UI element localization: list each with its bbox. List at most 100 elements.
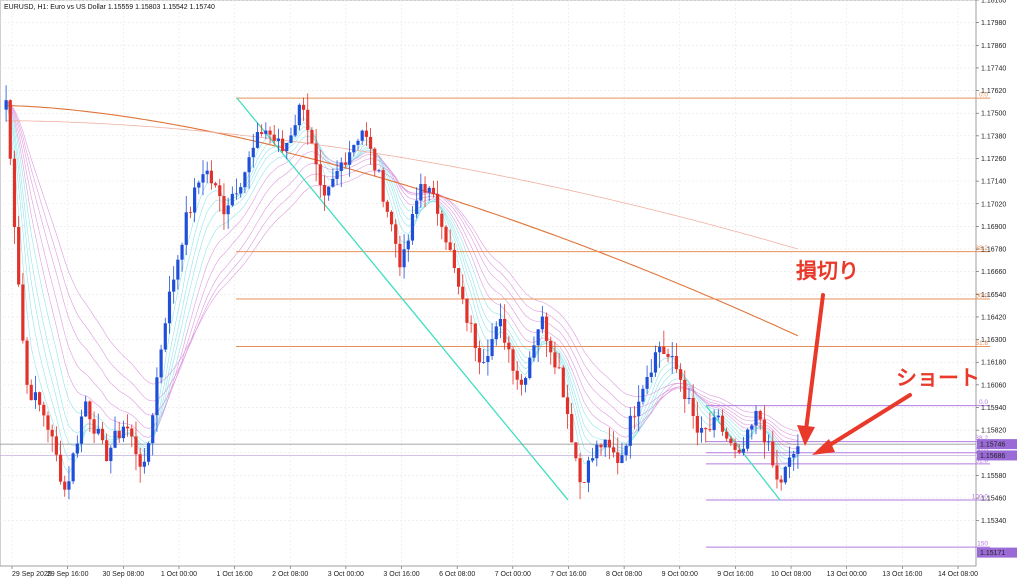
candle-body [301,104,306,110]
x-tick-label: 6 Oct 08:00 [439,571,475,578]
candle-body [163,323,167,350]
candle-body [297,104,301,126]
candle-body [352,144,356,153]
candle-body [586,460,591,483]
candle-body [591,458,595,461]
candle-body [188,212,193,214]
y-tick-label: 1.16060 [981,382,1006,389]
candle-body [285,142,289,152]
candle-body [637,401,641,417]
candle-body [268,130,272,135]
candle-body [389,211,394,225]
candle-body [172,279,176,292]
candle-body [306,109,310,130]
candle-body [695,415,699,433]
x-tick-label: 8 Oct 08:00 [606,571,642,578]
candle-body [105,440,109,462]
candle-body [281,138,285,152]
candle-body [779,479,783,483]
candle-body [75,443,79,454]
candle-body [436,193,440,214]
candle-body [746,429,750,449]
candle-body [494,326,498,340]
candle-body [264,130,268,134]
candle-body [314,143,318,165]
candle-body [440,213,444,227]
candle-body [787,457,792,467]
candle-body [96,428,100,434]
candle-body [360,130,364,141]
candle-body [84,401,88,417]
candle-body [251,147,255,158]
candle-body [649,372,653,377]
candle-body [482,362,486,363]
y-tick-label: 1.16300 [981,337,1006,344]
fib-ext-level-label: 0.0 [979,399,988,406]
candle-body [226,205,230,215]
candle-body [121,426,125,439]
candle-body [498,318,503,327]
y-tick-label: 1.16660 [981,269,1006,276]
candle-body [21,284,25,341]
candle-body [42,404,46,416]
ma-slowest-line [6,120,799,250]
y-tick-label: 1.15460 [981,496,1006,503]
candle-body [88,401,92,420]
candle-body [607,439,611,448]
price-label-text: 1.15686 [980,453,1005,460]
x-tick-label: 29 Sep 2025 [12,571,52,578]
x-tick-label: 7 Oct 00:00 [495,571,531,578]
candle-body [46,415,50,430]
candle-body [653,352,658,373]
candle-body [134,436,138,455]
candle-body [423,184,427,193]
ma-ribbon-line [5,99,798,437]
candle-body [448,242,452,250]
candle-body [331,178,335,187]
candle-body [775,465,779,480]
x-tick-label: 9 Oct 00:00 [662,571,698,578]
candle-body [50,429,54,437]
candle-body [348,152,352,165]
price-label-box [977,450,1017,461]
candle-body [289,135,293,143]
short-annotation: ショート [896,366,980,390]
candle-body [255,132,260,148]
candle-body [373,148,377,171]
candle-body [758,411,762,420]
candle-body [381,170,385,202]
candle-body [595,444,599,459]
candle-body [658,346,662,353]
y-tick-label: 1.16420 [981,314,1006,321]
y-tick-label: 1.16540 [981,292,1006,299]
candle-body [415,200,419,214]
candle-body [209,170,213,184]
candle-body [674,356,679,370]
candle-body [574,442,578,459]
candle-body [754,411,758,426]
candle-body [620,455,624,464]
price-label-box [977,547,1017,558]
candle-body [431,187,436,194]
trend-lines [0,97,976,501]
candle-body [213,183,218,186]
candle-body [167,291,172,324]
candle-body [67,481,71,490]
x-tick-label: 13 Oct 16:00 [882,571,922,578]
candle-body [364,130,368,137]
x-tick-label: 3 Oct 16:00 [383,571,419,578]
candle-body [406,240,410,250]
candle-body [628,415,632,446]
x-tick-label: 29 Sep 16:00 [47,571,89,578]
candle-body [486,356,490,363]
stop-loss-arrowhead [797,425,815,446]
candle-body [444,226,448,243]
fib-level-label: 61.8 [975,340,988,347]
stop-loss-arrow [804,293,825,432]
candle-body [557,367,561,369]
candle-body [327,186,331,196]
x-tick-label: 1 Oct 16:00 [216,571,252,578]
candle-body [582,482,586,483]
